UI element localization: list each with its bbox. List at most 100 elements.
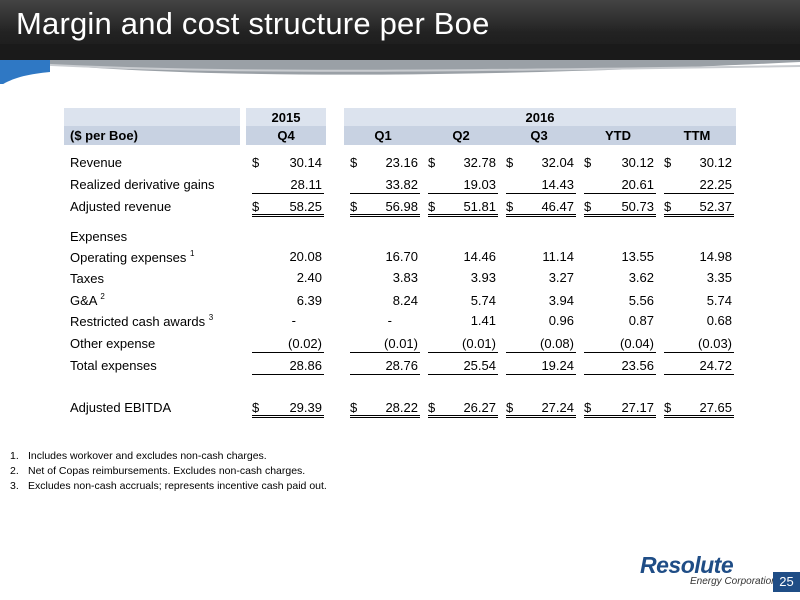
value: 28.11	[290, 177, 322, 192]
row-derivative-gains: Realized derivative gains 28.11 33.82 19…	[64, 173, 736, 195]
currency: $	[428, 199, 436, 214]
currency: $	[584, 155, 592, 170]
value: 0.96	[548, 312, 574, 328]
value: 20.08	[289, 248, 322, 264]
value: 27.17	[621, 400, 654, 415]
currency: $	[252, 400, 260, 415]
row-taxes: Taxes 2.40 3.83 3.93 3.27 3.62 3.35	[64, 268, 736, 289]
col-q1: Q1	[344, 126, 422, 145]
value: 30.12	[699, 155, 733, 170]
currency: $	[252, 155, 260, 170]
row-label: Total expenses	[70, 358, 157, 373]
value: 5.56	[628, 293, 654, 308]
value: 28.86	[289, 358, 322, 373]
currency: $	[428, 400, 436, 415]
value: 24.72	[699, 358, 733, 373]
value: 3.35	[706, 269, 733, 285]
value: 29.39	[289, 400, 322, 415]
footnote-text: Net of Copas reimbursements. Excludes no…	[28, 465, 306, 477]
value: 14.98	[699, 248, 733, 264]
row-total-expenses: Total expenses 28.86 28.76 25.54 19.24 2…	[64, 354, 736, 376]
footnote-3: 3. Excludes non-cash accruals; represents…	[10, 480, 327, 495]
value: (0.03)	[698, 336, 733, 351]
row-label: G&A	[70, 293, 97, 308]
currency: $	[506, 400, 514, 415]
footnote-number: 1.	[10, 450, 19, 462]
value: (0.01)	[384, 336, 418, 351]
value: 58.25	[289, 199, 322, 214]
cost-structure-table-wrap: 2015 2016 ($ per Boe) Q4 Q1 Q2 Q3 YTD TT…	[64, 108, 737, 418]
value: 1.41	[470, 312, 496, 328]
value: 27.24	[541, 400, 574, 415]
currency: $	[350, 400, 358, 415]
row-label: Taxes	[70, 271, 104, 286]
value: (0.02)	[288, 336, 322, 351]
currency: $	[664, 400, 672, 415]
footnote-text: Excludes non-cash accruals; represents i…	[28, 480, 327, 492]
value: 3.94	[548, 293, 574, 308]
value: 5.74	[470, 293, 496, 308]
row-adjusted-revenue: Adjusted revenue $58.25 $56.98 $51.81 $4…	[64, 195, 736, 217]
value: 3.83	[392, 269, 418, 285]
footnote-number: 3.	[10, 480, 19, 492]
value: 13.55	[621, 248, 654, 264]
value: 6.39	[296, 293, 322, 308]
row-expenses-header: Expenses	[64, 229, 736, 247]
value: 11.14	[542, 248, 574, 264]
footnote-2: 2. Net of Copas reimbursements. Excludes …	[10, 465, 327, 480]
value: 33.82	[385, 177, 418, 192]
cost-structure-table: 2015 2016 ($ per Boe) Q4 Q1 Q2 Q3 YTD TT…	[64, 108, 737, 418]
page-number: 25	[773, 572, 800, 592]
currency: $	[584, 400, 592, 415]
row-adjusted-ebitda: Adjusted EBITDA $29.39 $28.22 $26.27 $27…	[64, 396, 736, 418]
col-ttm: TTM	[658, 126, 737, 145]
header-row-periods: ($ per Boe) Q4 Q1 Q2 Q3 YTD TTM	[64, 126, 737, 145]
row-label: Operating expenses	[70, 250, 187, 265]
value: 30.14	[289, 155, 322, 170]
col-q2: Q2	[422, 126, 500, 145]
value: 14.43	[541, 177, 574, 192]
footnote-ref: 1	[189, 249, 195, 258]
currency: $	[506, 199, 514, 214]
value: 46.47	[541, 199, 574, 214]
row-label: Adjusted revenue	[70, 199, 172, 214]
value: -	[291, 312, 296, 328]
row-operating-expenses: Operating expenses 1 20.08 16.70 14.46 1…	[64, 247, 736, 268]
value: 32.78	[463, 155, 496, 170]
currency: $	[506, 155, 514, 170]
footnote-1: 1. Includes workover and excludes non-cas…	[10, 450, 327, 465]
value: 16.70	[385, 248, 418, 264]
row-label: Other expense	[70, 336, 156, 351]
value: (0.04)	[620, 336, 654, 351]
value: 51.81	[463, 199, 496, 214]
row-label: Adjusted EBITDA	[70, 400, 172, 415]
footnote-ref: 3	[208, 313, 214, 322]
currency: $	[350, 155, 358, 170]
value: 0.68	[706, 312, 733, 328]
value: 3.27	[548, 269, 574, 285]
col-q3: Q3	[500, 126, 578, 145]
value: 23.16	[385, 155, 418, 170]
value: 26.27	[463, 400, 496, 415]
row-g-and-a: G&A 2 6.39 8.24 5.74 3.94 5.56 5.74	[64, 289, 736, 311]
logo-name: Resolute	[640, 552, 734, 578]
currency: $	[350, 199, 358, 214]
units-label: ($ per Boe)	[64, 126, 240, 145]
value: -	[387, 312, 392, 328]
row-other-expense: Other expense (0.02) (0.01) (0.01) (0.08…	[64, 332, 736, 354]
value: 25.54	[463, 358, 496, 373]
col-q4-2015: Q4	[246, 126, 326, 145]
footnote-ref: 2	[100, 292, 105, 301]
value: 5.74	[706, 293, 733, 308]
header-row-years: 2015 2016	[64, 108, 737, 126]
row-restricted-cash-awards: Restricted cash awards 3 - - 1.41 0.96 0…	[64, 311, 736, 332]
value: (0.01)	[462, 336, 496, 351]
value: 23.56	[621, 358, 654, 373]
value: 32.04	[541, 155, 574, 170]
value: 3.93	[470, 269, 496, 285]
value: 27.65	[699, 400, 733, 415]
logo-subtitle: Energy Corporation	[690, 576, 777, 587]
currency: $	[584, 199, 592, 214]
footnotes: 1. Includes workover and excludes non-cas…	[10, 450, 327, 495]
footnote-number: 2.	[10, 465, 19, 477]
